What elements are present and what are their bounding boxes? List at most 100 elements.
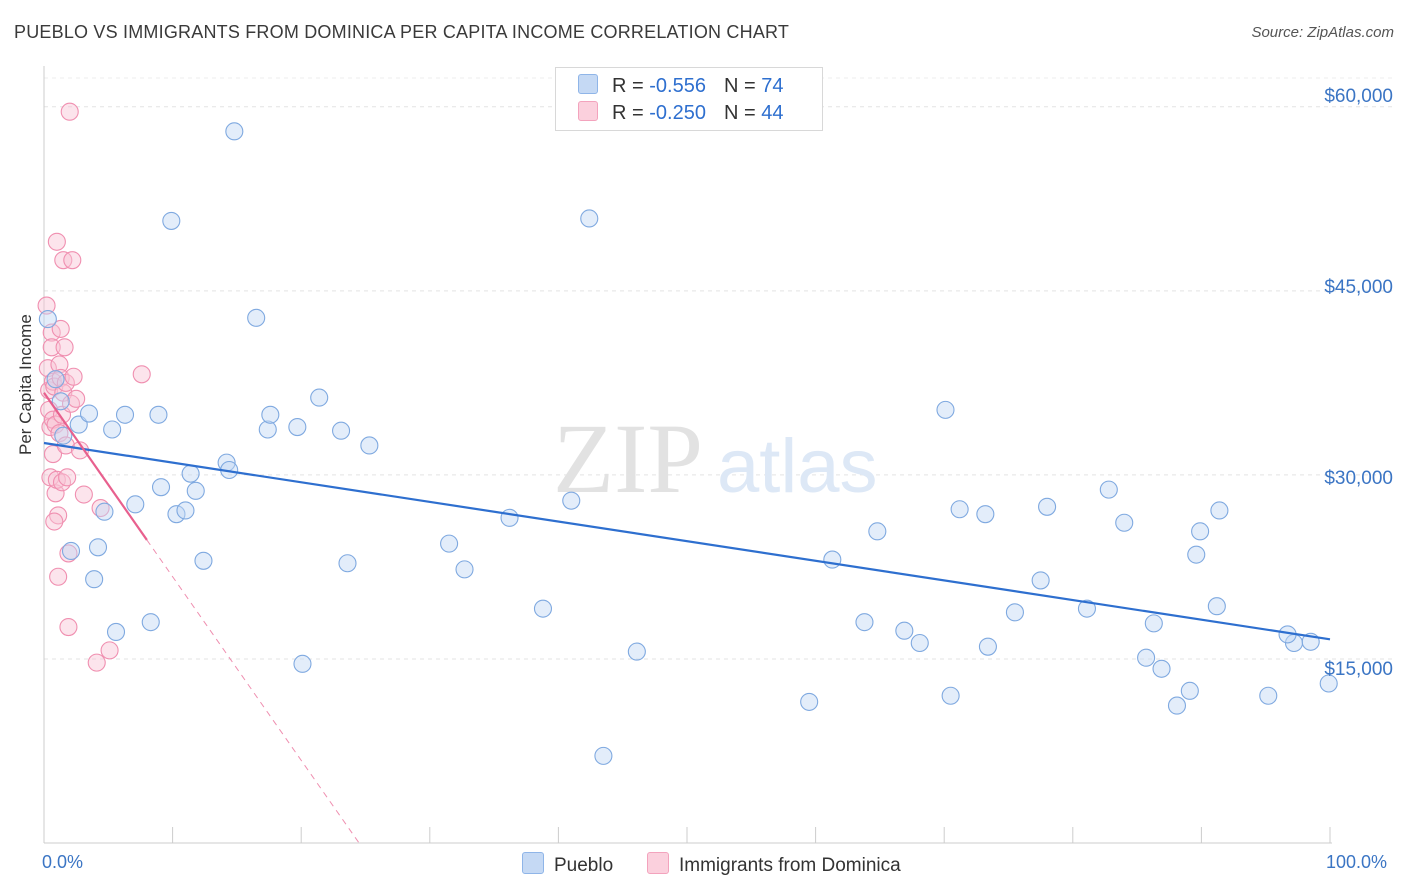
y-tick-label: $30,000 [1324,468,1393,489]
pueblo-point [54,426,73,445]
pueblo-point [1115,513,1134,532]
pueblo-point [1180,681,1199,700]
pueblo-point [936,400,955,419]
pueblo-legend-label: Pueblo [554,855,614,876]
pueblo-point [1005,603,1024,622]
watermark-atlas: atlas [717,424,878,509]
dominica-legend-label: Immigrants from Dominica [679,855,901,876]
pueblo-point [85,570,104,589]
pueblo-point [1031,571,1050,590]
dominica-trend-line [43,392,148,541]
pueblo-point [1259,686,1278,705]
pueblo-point [46,370,65,389]
y-tick-label: $60,000 [1324,86,1393,107]
n-label: N = [723,75,762,97]
r-value: -0.556 [649,75,706,97]
r-label: R = [612,102,650,124]
n-value: 74 [761,75,784,97]
pueblo-point [1099,480,1118,499]
pueblo-point [151,478,171,497]
x-tick-label: 0.0% [42,852,84,872]
dominica-point [46,484,65,503]
pueblo-point [162,211,181,230]
dominica-swatch [578,101,598,121]
dominica-point [42,323,61,342]
pueblo-point [1210,501,1229,520]
pueblo-point [181,464,200,483]
y-tick-label: $15,000 [1324,659,1393,680]
pueblo-point [79,404,99,423]
pueblo-point [258,420,277,439]
dominica-point [47,232,66,251]
pueblo-points [38,122,1338,765]
dominica-point [59,544,78,563]
bottom-legend-pueblo: Pueblo [522,852,613,877]
dominica-point [58,468,77,487]
pueblo-point [103,420,122,439]
dominica-point [41,418,60,437]
dominica-point [50,355,69,374]
pueblo-point [288,418,307,437]
pueblo-point [978,637,997,656]
pueblo-point [855,613,874,632]
pueblo-point [1191,522,1210,541]
dominica-point [45,512,64,531]
dominica-legend-swatch [647,852,669,874]
pueblo-point [1077,599,1096,618]
x-tick-label: 100.0% [1326,852,1388,872]
pueblo-point [562,491,581,510]
dominica-point [100,641,119,660]
pueblo-trend-line [43,441,1331,641]
dominica-point [132,365,151,384]
legend-row-pueblo: R = -0.556 N = 74 [578,74,783,100]
dominica-point [42,338,61,357]
pueblo-point [1187,545,1206,564]
pueblo-point [800,692,819,711]
pueblo-point [1167,696,1187,715]
pueblo-point [455,560,474,579]
pueblo-point [95,502,114,521]
r-value: -0.250 [649,102,706,124]
pueblo-point [261,405,280,424]
pueblo-point [823,550,842,569]
dominica-point [63,251,82,270]
legend-row-dominica: R = -0.250 N = 44 [578,101,783,127]
pueblo-point [38,310,57,329]
n-value: 44 [761,102,784,124]
pueblo-swatch [578,74,598,94]
pueblo-point [149,405,168,424]
pueblo-point [360,436,379,455]
pueblo-point [627,642,646,661]
y-tick-label: $45,000 [1324,277,1393,298]
pueblo-point [1319,674,1338,693]
pueblo-point [1144,614,1163,633]
y-axis-label: Per Capita Income [16,314,35,455]
dominica-point [74,485,93,504]
dominica-point [67,389,86,408]
pueblo-point [61,541,81,561]
pueblo-point [1137,648,1156,667]
r-label: R = [612,75,650,97]
dominica-point [64,367,83,386]
bottom-legend-dominica: Immigrants from Dominica [647,852,901,877]
pueblo-point [115,405,135,424]
grid-lines [44,77,1392,660]
dominica-point [60,102,79,121]
pueblo-point [194,551,213,570]
pueblo-point [1207,597,1226,616]
pueblo-point [310,388,329,407]
pueblo-point [186,481,205,500]
pueblo-point [167,505,186,524]
dominica-point [55,338,74,357]
dominica-point [87,653,106,672]
source-label: Source: ZipAtlas.com [1251,24,1394,41]
pueblo-point [126,495,145,514]
chart-title: PUEBLO VS IMMIGRANTS FROM DOMINICA PER C… [14,22,790,42]
pueblo-point [69,415,88,434]
pueblo-point [533,599,553,618]
stats-legend: R = -0.556 N = 74 R = -0.250 N = 44 [555,67,823,131]
pueblo-point [332,421,351,440]
pueblo-point [895,621,914,640]
dominica-points [37,102,151,672]
